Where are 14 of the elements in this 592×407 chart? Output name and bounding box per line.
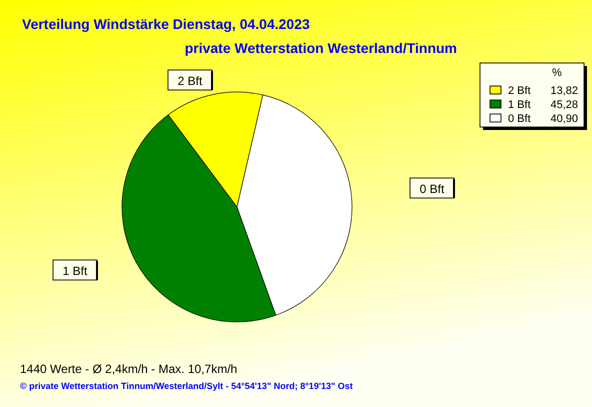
text: © private Wetterstation Tinnum/Westerland/Sylt - 54°54'13" Nord; 8°19'13" Ost: [20, 381, 353, 391]
legend-title: %: [552, 67, 562, 79]
slice-label: 1 Bft: [62, 264, 88, 278]
chart-title: Verteilung Windstärke Dienstag, 04.04.2023: [22, 16, 310, 32]
slice-label: 0 Bft: [420, 182, 445, 196]
text: 1440 Werte - Ø 2,4km/h - Max. 10,7km/h: [20, 362, 238, 376]
data-label: 40,90: [550, 113, 578, 125]
legend-label: 2 Bft: [508, 85, 531, 97]
data-label: 13,82: [550, 85, 578, 97]
legend-label: 0 Bft: [508, 113, 531, 125]
data-label: 45,28: [550, 99, 578, 111]
legend-label: 1 Bft: [508, 99, 531, 111]
chart-subtitle: private Wetterstation Westerland/Tinnum: [184, 40, 457, 56]
slice-label: 2 Bft: [178, 74, 203, 88]
